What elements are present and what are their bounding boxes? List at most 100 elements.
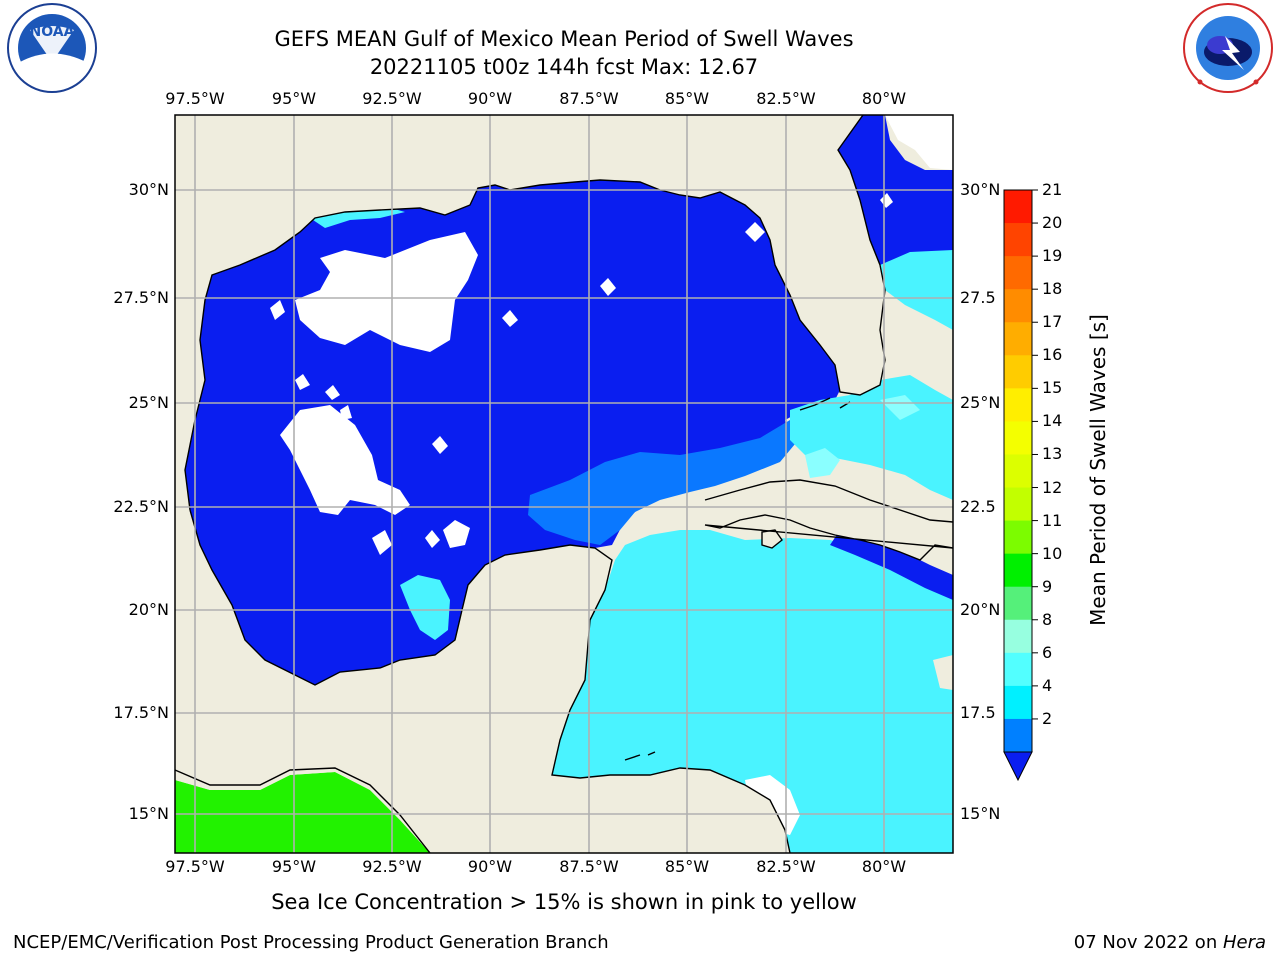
colorbar-tick-label: 15: [1042, 378, 1063, 398]
no-data-patch: [425, 530, 440, 548]
map-subtitle: 20221105 t00z 144h fcst Max: 12.67: [369, 55, 759, 79]
lat-label-left: 25°N: [128, 393, 169, 412]
lat-label-right: 27.5: [960, 288, 996, 307]
colorbar-segment: [1004, 586, 1032, 621]
nws-logo: [1183, 3, 1273, 93]
mid-blue-band: [528, 420, 800, 545]
colorbar-tick-label: 20: [1042, 213, 1063, 233]
no-data-patch: [270, 300, 285, 320]
lat-label-right: 17.5: [960, 703, 996, 722]
no-data-patch: [325, 385, 340, 400]
no-data-patch: [745, 222, 765, 242]
colorbar-title: Mean Period of Swell Waves [s]: [1086, 314, 1110, 626]
island: [933, 655, 953, 690]
lon-label-top: 95°W: [271, 89, 317, 108]
no-data-patch: [340, 405, 352, 420]
no-data-patch: [372, 530, 392, 555]
colorbar-segment: [1004, 652, 1032, 687]
colorbar-extend-arrow: [1003, 751, 1033, 782]
colorbar-segment: [1004, 421, 1032, 455]
colorbar-tick-label: 8: [1042, 609, 1053, 629]
lat-label-left: 27.5°N: [113, 288, 169, 307]
no-data-patch: [443, 520, 470, 548]
colorbar-segment: [1004, 718, 1032, 753]
colorbar: [1003, 189, 1038, 782]
colorbar-tick-label: 9: [1042, 576, 1053, 596]
map-gridlines: [175, 115, 953, 853]
no-data-patch: [295, 232, 478, 352]
lat-label-left: 20°N: [128, 600, 169, 619]
lon-label-bottom: 90°W: [467, 857, 513, 876]
footer-credit: NCEP/EMC/Verification Post Processing Pr…: [13, 932, 609, 953]
no-data-patch: [295, 374, 310, 390]
campeche-cyan-region: [400, 575, 450, 640]
colorbar-segment: [1004, 256, 1032, 290]
light-cyan-patch: [805, 448, 840, 478]
lon-label-bottom: 82.5°W: [756, 857, 816, 876]
colorbar-tick-label: 12: [1042, 477, 1063, 497]
no-data-patch: [885, 115, 953, 170]
lon-label-bottom: 97.5°W: [165, 857, 225, 876]
colorbar-tick-label: 19: [1042, 246, 1063, 266]
lon-label-bottom: 87.5°W: [559, 857, 619, 876]
colorbar-segment: [1004, 619, 1032, 654]
footer-date-text: 07 Nov 2022 on: [1073, 932, 1223, 953]
lon-label-top: 80°W: [861, 89, 907, 108]
colorbar-segment: [1004, 388, 1032, 422]
cuba-landmass: [705, 480, 953, 560]
lat-label-right: 30°N: [960, 180, 1001, 199]
colorbar-tick-label: 14: [1042, 411, 1063, 431]
map-title: GEFS MEAN Gulf of Mexico Mean Period of …: [274, 27, 854, 51]
no-data-patch: [280, 405, 410, 515]
colorbar-tick-label: 11: [1042, 510, 1063, 530]
lon-label-bottom: 80°W: [861, 857, 907, 876]
footer-machine: Hera: [1222, 932, 1266, 953]
no-data-patch: [502, 310, 518, 327]
colorbar-tick-label: 13: [1042, 444, 1063, 464]
colorbar-tick-label: 18: [1042, 279, 1063, 299]
colorbar-tick-label: 17: [1042, 312, 1063, 332]
lat-label-right: 20°N: [960, 600, 1001, 619]
colorbar-segment: [1004, 322, 1032, 356]
colorbar-segment: [1004, 487, 1032, 522]
pacific-green-region: [175, 772, 430, 853]
colorbar-segment: [1004, 454, 1032, 489]
colorbar-tick-label: 6: [1042, 642, 1053, 662]
colorbar-segment: [1004, 223, 1032, 257]
lat-label-right: 15°N: [960, 804, 1001, 823]
lon-label-top: 90°W: [467, 89, 513, 108]
lat-label-left: 30°N: [128, 180, 169, 199]
colorbar-segment: [1004, 289, 1032, 323]
lat-label-left: 17.5°N: [113, 703, 169, 722]
atlantic-cyan-region: [880, 240, 953, 330]
colorbar-tick-label: 21: [1042, 180, 1063, 199]
colorbar-tick-label: 4: [1042, 675, 1053, 695]
footer-date: 07 Nov 2022 on Hera: [1074, 932, 1266, 953]
coastal-cyan-streak: [310, 205, 405, 228]
noaa-logo: NOAA: [7, 3, 97, 93]
colorbar-segment: [1004, 190, 1032, 224]
colorbar-tick-label: 2: [1042, 708, 1053, 728]
noaa-logo-text: NOAA: [30, 24, 75, 40]
lon-label-top: 82.5°W: [756, 89, 816, 108]
lon-label-top: 97.5°W: [165, 89, 225, 108]
colorbar-tick-label: 10: [1042, 543, 1063, 563]
colorbar-segment: [1004, 553, 1032, 588]
caribbean-blue-band: [830, 530, 953, 600]
lat-label-right: 25°N: [960, 393, 1001, 412]
mexico-landmass: [175, 115, 790, 853]
no-data-patch: [432, 436, 448, 454]
lon-label-top: 87.5°W: [559, 89, 619, 108]
colorbar-segment: [1004, 685, 1032, 720]
us-gulf-coast: [175, 115, 885, 510]
map-area: [175, 115, 953, 853]
lon-label-bottom: 95°W: [271, 857, 317, 876]
lat-label-left: 15°N: [128, 804, 169, 823]
sea-ice-note: Sea Ice Concentration > 15% is shown in …: [271, 890, 857, 914]
lat-label-left: 22.5°N: [113, 497, 169, 516]
light-cyan-patch: [880, 395, 920, 420]
colorbar-tick-label: 16: [1042, 345, 1063, 365]
colorbar-segment: [1004, 355, 1032, 389]
lon-label-bottom: 85°W: [664, 857, 710, 876]
